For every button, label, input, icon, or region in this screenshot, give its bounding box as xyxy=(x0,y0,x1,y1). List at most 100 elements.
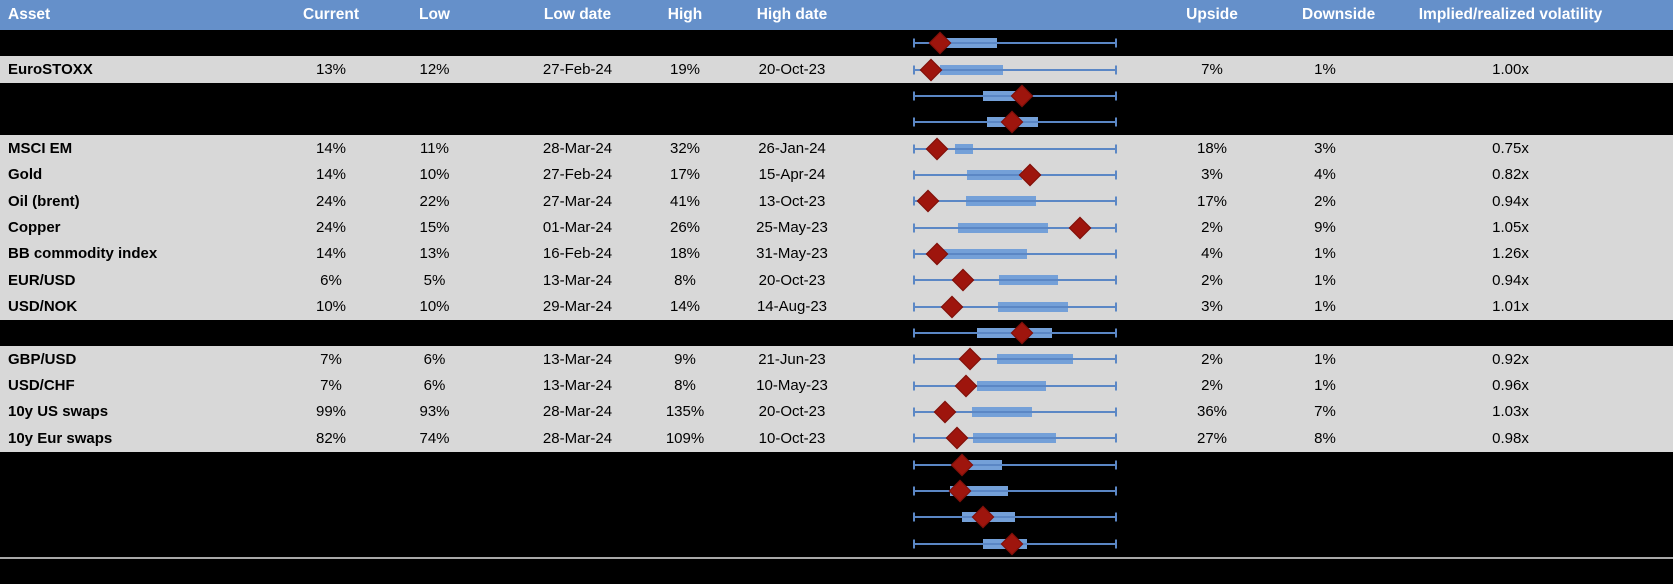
implied-cell[interactable]: 0.82x xyxy=(1492,166,1529,184)
downside-cell[interactable]: 2% xyxy=(1314,192,1336,210)
downside-cell[interactable]: 1% xyxy=(1314,350,1336,368)
asset-cell[interactable]: MSCI EM xyxy=(8,140,73,158)
current-cell[interactable]: 24% xyxy=(315,219,347,237)
downside-cell[interactable]: 3% xyxy=(1314,140,1336,158)
current-cell[interactable]: 13% xyxy=(315,61,347,79)
high-date-cell[interactable]: 10-Oct-23 xyxy=(758,429,826,447)
header-low[interactable]: Low xyxy=(419,6,450,24)
upside-cell[interactable]: 2% xyxy=(1201,377,1223,395)
asset-cell[interactable]: BB commodity index xyxy=(8,245,158,263)
low-cell[interactable]: 15% xyxy=(419,219,450,237)
current-cell[interactable]: 14% xyxy=(315,166,347,184)
high-date-cell[interactable]: 15-Apr-24 xyxy=(758,166,826,184)
upside-cell[interactable]: 3% xyxy=(1201,298,1223,316)
high-date-cell[interactable]: 13-Oct-23 xyxy=(758,192,826,210)
asset-cell[interactable]: GBP/USD xyxy=(8,350,77,368)
downside-cell[interactable]: 1% xyxy=(1314,61,1336,79)
header-high[interactable]: High xyxy=(667,6,703,24)
current-cell[interactable]: 10% xyxy=(315,298,347,316)
high-date-cell[interactable]: 20-Oct-23 xyxy=(758,61,826,79)
high-cell[interactable]: 26% xyxy=(669,219,701,237)
low-cell[interactable]: 74% xyxy=(419,429,450,447)
downside-cell[interactable]: 4% xyxy=(1314,166,1336,184)
implied-cell[interactable]: 0.94x xyxy=(1492,192,1529,210)
low-date-cell[interactable]: 28-Mar-24 xyxy=(542,429,613,447)
downside-cell[interactable]: 9% xyxy=(1314,219,1336,237)
upside-cell[interactable]: 3% xyxy=(1201,166,1223,184)
asset-cell[interactable]: 10y US swaps xyxy=(8,403,109,421)
header-upside[interactable]: Upside xyxy=(1186,6,1238,24)
low-cell[interactable]: 22% xyxy=(419,192,450,210)
asset-cell[interactable]: 10y Eur swaps xyxy=(8,429,113,447)
low-date-cell[interactable]: 13-Mar-24 xyxy=(542,350,613,368)
downside-cell[interactable]: 1% xyxy=(1314,271,1336,289)
downside-cell[interactable]: 1% xyxy=(1314,245,1336,263)
high-date-cell[interactable]: 31-May-23 xyxy=(756,245,828,263)
downside-cell[interactable]: 8% xyxy=(1314,429,1336,447)
low-date-cell[interactable]: 01-Mar-24 xyxy=(542,219,613,237)
high-cell[interactable]: 14% xyxy=(669,298,701,316)
high-cell[interactable]: 41% xyxy=(669,192,701,210)
upside-cell[interactable]: 2% xyxy=(1201,271,1223,289)
high-cell[interactable]: 135% xyxy=(665,403,705,421)
downside-cell[interactable]: 1% xyxy=(1314,298,1336,316)
asset-cell[interactable]: Copper xyxy=(8,219,61,237)
implied-cell[interactable]: 1.00x xyxy=(1492,61,1529,79)
low-date-cell[interactable]: 27-Feb-24 xyxy=(542,166,613,184)
current-cell[interactable]: 7% xyxy=(320,350,342,368)
implied-cell[interactable]: 0.96x xyxy=(1492,377,1529,395)
implied-cell[interactable]: 0.94x xyxy=(1492,271,1529,289)
header-low-date[interactable]: Low date xyxy=(543,6,612,24)
current-cell[interactable]: 24% xyxy=(315,192,347,210)
implied-cell[interactable]: 1.03x xyxy=(1492,403,1529,421)
high-cell[interactable]: 8% xyxy=(674,377,696,395)
low-cell[interactable]: 5% xyxy=(423,271,446,289)
high-date-cell[interactable]: 25-May-23 xyxy=(756,219,828,237)
low-cell[interactable]: 10% xyxy=(419,298,450,316)
current-cell[interactable]: 7% xyxy=(320,377,342,395)
high-cell[interactable]: 17% xyxy=(669,166,701,184)
high-date-cell[interactable]: 21-Jun-23 xyxy=(758,350,826,368)
asset-cell[interactable]: EuroSTOXX xyxy=(8,61,93,79)
low-date-cell[interactable]: 16-Feb-24 xyxy=(542,245,613,263)
high-date-cell[interactable]: 14-Aug-23 xyxy=(756,298,828,316)
low-date-cell[interactable]: 27-Feb-24 xyxy=(542,61,613,79)
current-cell[interactable]: 99% xyxy=(315,403,347,421)
asset-cell[interactable]: USD/CHF xyxy=(8,377,75,395)
high-cell[interactable]: 32% xyxy=(669,140,701,158)
current-cell[interactable]: 6% xyxy=(320,271,342,289)
low-date-cell[interactable]: 28-Mar-24 xyxy=(542,140,613,158)
upside-cell[interactable]: 18% xyxy=(1196,140,1228,158)
implied-cell[interactable]: 0.75x xyxy=(1492,140,1529,158)
low-cell[interactable]: 6% xyxy=(423,377,446,395)
low-date-cell[interactable]: 13-Mar-24 xyxy=(542,271,613,289)
header-current[interactable]: Current xyxy=(303,6,359,24)
header-asset[interactable]: Asset xyxy=(8,6,51,24)
high-cell[interactable]: 8% xyxy=(674,271,696,289)
low-date-cell[interactable]: 13-Mar-24 xyxy=(542,377,613,395)
asset-cell[interactable]: Oil (brent) xyxy=(8,192,80,210)
implied-cell[interactable]: 1.26x xyxy=(1492,245,1529,263)
header-downside[interactable]: Downside xyxy=(1302,6,1376,24)
downside-cell[interactable]: 1% xyxy=(1314,377,1336,395)
high-date-cell[interactable]: 20-Oct-23 xyxy=(758,271,826,289)
low-date-cell[interactable]: 29-Mar-24 xyxy=(542,298,613,316)
high-date-cell[interactable]: 10-May-23 xyxy=(756,377,828,395)
low-cell[interactable]: 11% xyxy=(420,140,449,158)
implied-cell[interactable]: 1.05x xyxy=(1492,219,1529,237)
implied-cell[interactable]: 0.98x xyxy=(1492,429,1529,447)
low-date-cell[interactable]: 27-Mar-24 xyxy=(542,192,613,210)
asset-cell[interactable]: EUR/USD xyxy=(8,271,76,289)
high-cell[interactable]: 109% xyxy=(665,429,705,447)
upside-cell[interactable]: 2% xyxy=(1201,350,1223,368)
low-cell[interactable]: 12% xyxy=(419,61,450,79)
header-high-date[interactable]: High date xyxy=(756,6,828,24)
downside-cell[interactable]: 7% xyxy=(1314,403,1336,421)
low-cell[interactable]: 6% xyxy=(423,350,446,368)
high-date-cell[interactable]: 26-Jan-24 xyxy=(758,140,826,158)
low-date-cell[interactable]: 28-Mar-24 xyxy=(542,403,613,421)
current-cell[interactable]: 82% xyxy=(315,429,347,447)
low-cell[interactable]: 10% xyxy=(419,166,450,184)
implied-cell[interactable]: 0.92x xyxy=(1492,350,1529,368)
high-cell[interactable]: 19% xyxy=(669,61,701,79)
